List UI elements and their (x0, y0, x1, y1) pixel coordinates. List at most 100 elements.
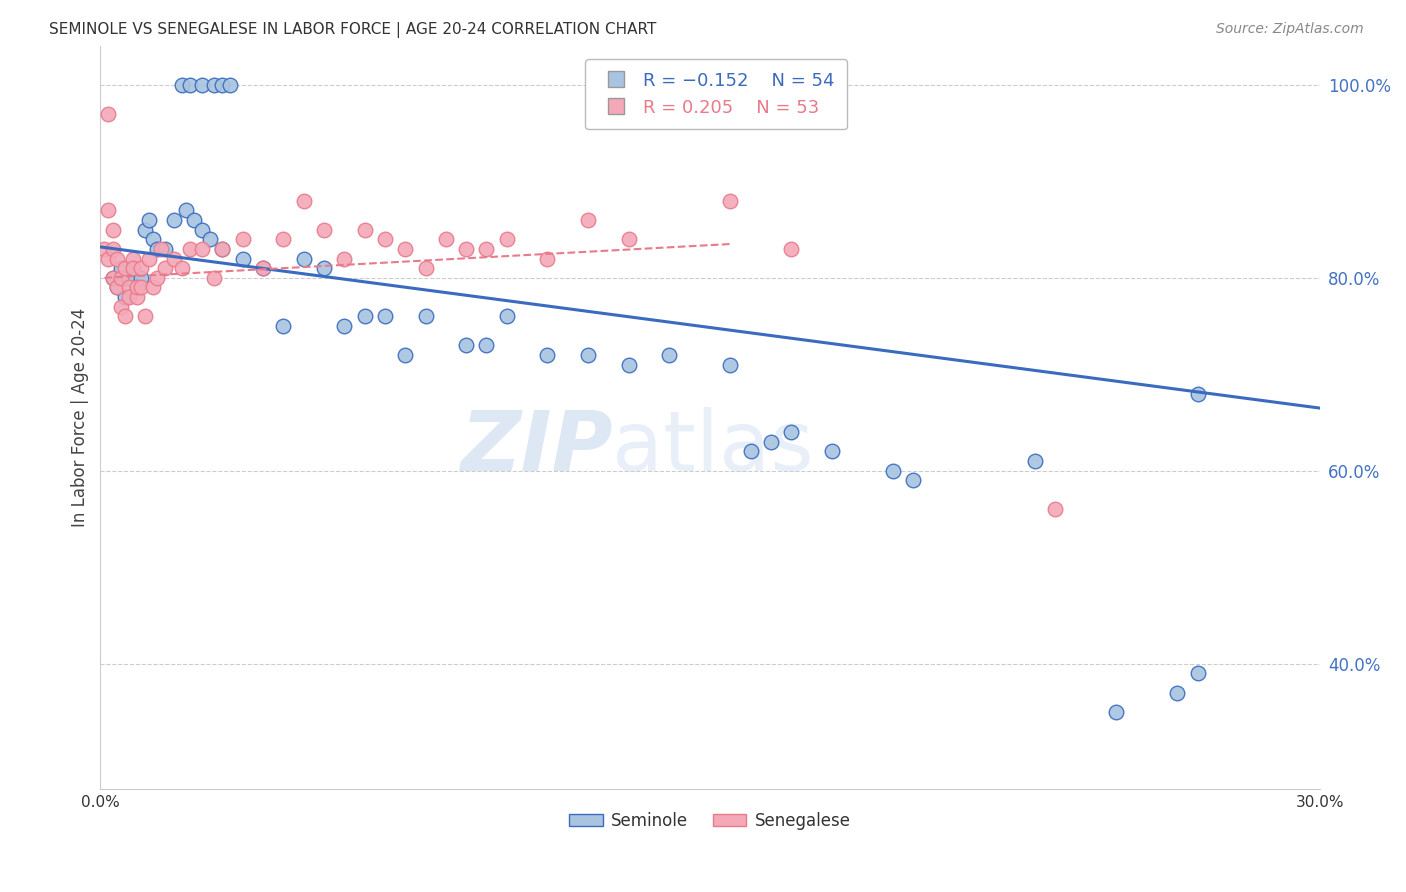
Point (146, 242, 169, 256)
Point (105, 280, 128, 294)
Point (219, 78, 242, 92)
Point (475, 338, 498, 352)
Point (114, 310, 136, 324)
Point (415, 261, 437, 276)
Point (97, 203, 120, 218)
Point (312, 261, 335, 276)
Point (617, 232, 640, 246)
Point (101, 222, 124, 236)
Point (125, 290, 148, 304)
Point (146, 270, 169, 285)
Point (271, 232, 294, 246)
Point (110, 270, 132, 285)
Point (821, 444, 844, 458)
Point (374, 310, 396, 324)
Point (155, 242, 177, 256)
Point (97, 252, 120, 266)
Point (1187, 666, 1209, 681)
Point (179, 242, 201, 256)
Point (101, 270, 124, 285)
Point (121, 261, 143, 276)
Point (333, 252, 356, 266)
Point (1105, 705, 1128, 719)
Point (170, 261, 193, 276)
Point (162, 252, 184, 266)
Point (105, 280, 128, 294)
Point (353, 222, 375, 236)
Point (118, 270, 141, 285)
Point (374, 232, 396, 246)
Point (121, 252, 143, 266)
Point (333, 319, 356, 334)
Point (191, 242, 214, 256)
Point (97, 107, 120, 121)
Point (114, 261, 136, 276)
Point (394, 242, 416, 256)
Point (118, 290, 141, 304)
Point (456, 242, 478, 256)
Point (202, 78, 225, 92)
Point (780, 425, 803, 440)
Point (129, 280, 152, 294)
Point (121, 261, 143, 276)
Point (198, 232, 221, 246)
Point (129, 261, 152, 276)
Point (142, 232, 165, 246)
Point (252, 261, 274, 276)
Point (110, 300, 132, 314)
Point (232, 252, 254, 266)
Point (191, 222, 214, 236)
Point (162, 213, 184, 227)
Point (353, 310, 375, 324)
Point (179, 78, 201, 92)
Point (138, 213, 160, 227)
Point (536, 252, 558, 266)
Point (456, 338, 478, 352)
Point (183, 213, 205, 227)
Point (434, 232, 457, 246)
Y-axis label: In Labor Force | Age 20-24: In Labor Force | Age 20-24 (72, 308, 89, 527)
Text: atlas: atlas (613, 407, 814, 488)
Point (780, 242, 803, 256)
Point (93, 242, 115, 256)
Point (271, 319, 294, 334)
Point (576, 348, 599, 362)
Point (1045, 502, 1067, 516)
Point (232, 232, 254, 246)
Point (170, 78, 193, 92)
Point (740, 444, 762, 458)
Point (114, 290, 136, 304)
Text: Source: ZipAtlas.com: Source: ZipAtlas.com (1216, 22, 1364, 37)
Text: SEMINOLE VS SENEGALESE IN LABOR FORCE | AGE 20-24 CORRELATION CHART: SEMINOLE VS SENEGALESE IN LABOR FORCE | … (49, 22, 657, 38)
Point (129, 270, 152, 285)
Point (1024, 454, 1046, 468)
Point (125, 280, 148, 294)
Point (101, 270, 124, 285)
Point (125, 280, 148, 294)
Point (101, 242, 124, 256)
Point (759, 434, 782, 449)
Legend: Seminole, Senegalese: Seminole, Senegalese (562, 805, 858, 837)
Point (312, 222, 335, 236)
Point (576, 213, 599, 227)
Point (617, 358, 640, 372)
Point (394, 348, 416, 362)
Point (211, 242, 233, 256)
Point (134, 310, 156, 324)
Point (211, 78, 233, 92)
Point (134, 222, 156, 236)
Point (1166, 686, 1188, 700)
Point (495, 310, 517, 324)
Point (155, 261, 177, 276)
Point (202, 270, 225, 285)
Point (105, 252, 128, 266)
Point (174, 203, 197, 218)
Point (138, 252, 160, 266)
Point (536, 348, 558, 362)
Point (118, 280, 141, 294)
Point (658, 348, 681, 362)
Point (110, 261, 132, 276)
Point (1187, 386, 1209, 401)
Point (718, 194, 741, 208)
Point (292, 252, 315, 266)
